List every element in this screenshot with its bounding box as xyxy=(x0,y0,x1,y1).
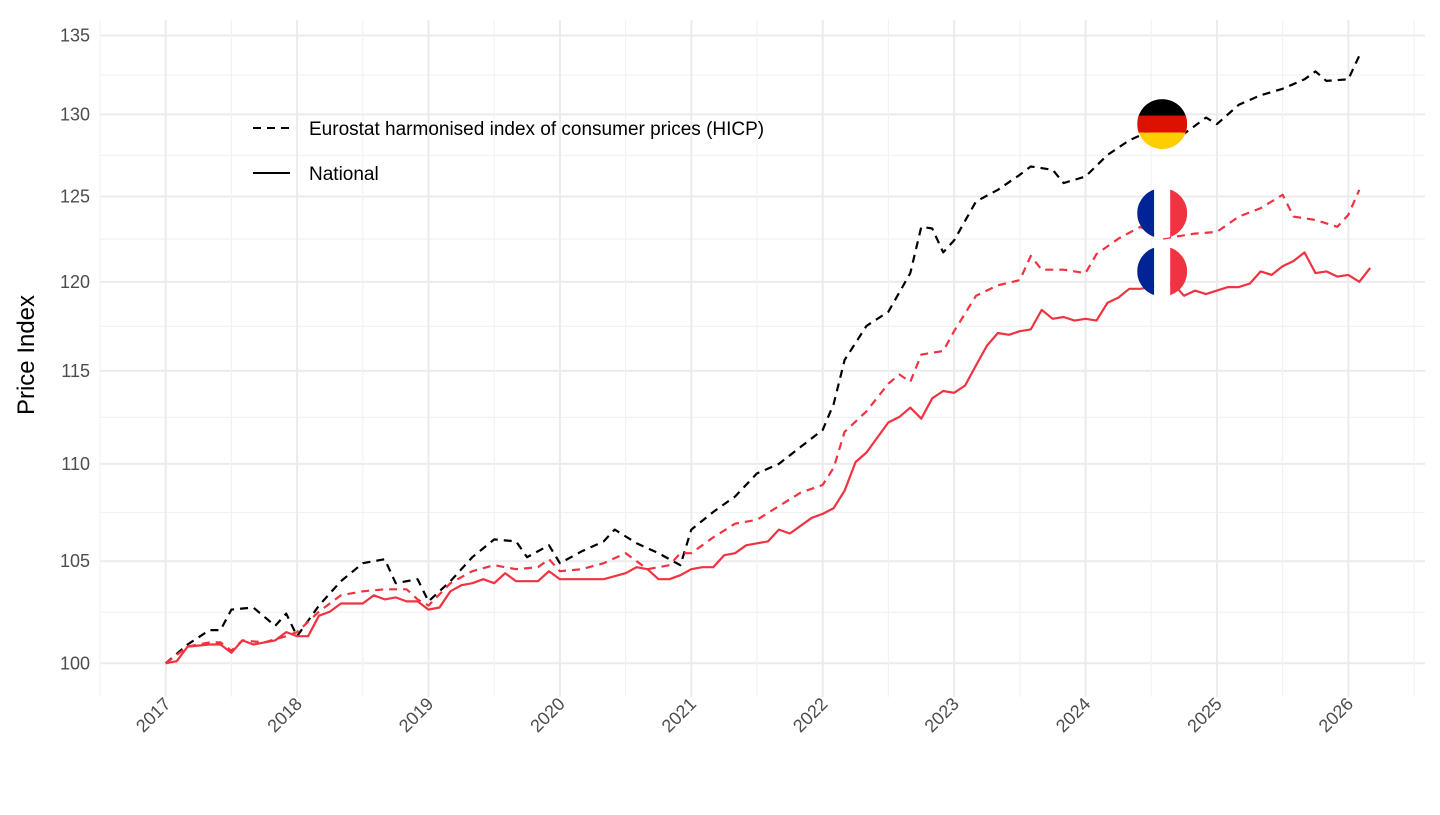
x-tick-label: 2019 xyxy=(395,694,437,736)
y-tick-label: 100 xyxy=(60,653,90,673)
legend-label-hicp: Eurostat harmonised index of consumer pr… xyxy=(309,119,764,140)
flag-stripe-gold xyxy=(1137,132,1188,150)
x-tick-label: 2021 xyxy=(658,694,700,736)
flag-clip xyxy=(1137,99,1188,150)
y-tick-label: 110 xyxy=(61,454,90,474)
flag-stripe-red xyxy=(1170,188,1188,239)
y-tick-label: 125 xyxy=(60,186,90,206)
flag-france-icon xyxy=(1137,246,1188,297)
flag-stripe-black xyxy=(1137,99,1188,117)
legend-label-national: National xyxy=(309,164,379,185)
flag-germany-icon xyxy=(1137,99,1188,150)
series-lines xyxy=(164,55,1372,665)
flag-stripe-red xyxy=(1170,246,1188,297)
x-axis-ticks: 2017 2018 2019 2020 2021 2022 2023 2024 2025 2026 xyxy=(132,694,1357,736)
series-line-germany-hicp xyxy=(164,55,1361,665)
flags xyxy=(1137,99,1188,297)
flag-stripe-white xyxy=(1154,188,1171,239)
y-axis-ticks: 100 105 110 115 120 125 130 135 xyxy=(60,25,90,673)
x-tick-label: 2020 xyxy=(526,694,568,736)
y-tick-label: 115 xyxy=(61,361,90,381)
flag-stripe-red xyxy=(1137,115,1188,133)
flag-stripe-blue xyxy=(1137,188,1155,239)
x-tick-label: 2024 xyxy=(1052,694,1094,736)
flag-stripe-white xyxy=(1154,246,1171,297)
flag-stripe-blue xyxy=(1137,246,1155,297)
x-tick-label: 2023 xyxy=(921,694,963,736)
x-tick-label: 2018 xyxy=(263,694,305,736)
flag-clip xyxy=(1137,188,1188,239)
series-line-france-hicp xyxy=(165,189,1361,665)
y-tick-label: 105 xyxy=(60,551,90,571)
y-tick-label: 135 xyxy=(60,25,90,45)
x-tick-label: 2026 xyxy=(1315,694,1357,736)
series-line-france-national xyxy=(165,251,1372,665)
flag-clip xyxy=(1137,246,1188,297)
y-tick-label: 120 xyxy=(60,272,90,292)
grid xyxy=(99,20,1425,697)
legend: Eurostat harmonised index of consumer pr… xyxy=(253,119,764,185)
y-axis-title: Price Index xyxy=(13,295,40,415)
x-tick-label: 2017 xyxy=(132,694,174,736)
x-tick-label: 2022 xyxy=(789,694,831,736)
y-tick-label: 130 xyxy=(60,104,90,124)
flag-france-icon xyxy=(1137,188,1188,239)
x-tick-label: 2025 xyxy=(1183,694,1225,736)
